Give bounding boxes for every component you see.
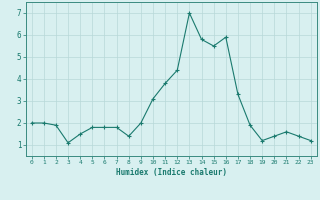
- X-axis label: Humidex (Indice chaleur): Humidex (Indice chaleur): [116, 168, 227, 177]
